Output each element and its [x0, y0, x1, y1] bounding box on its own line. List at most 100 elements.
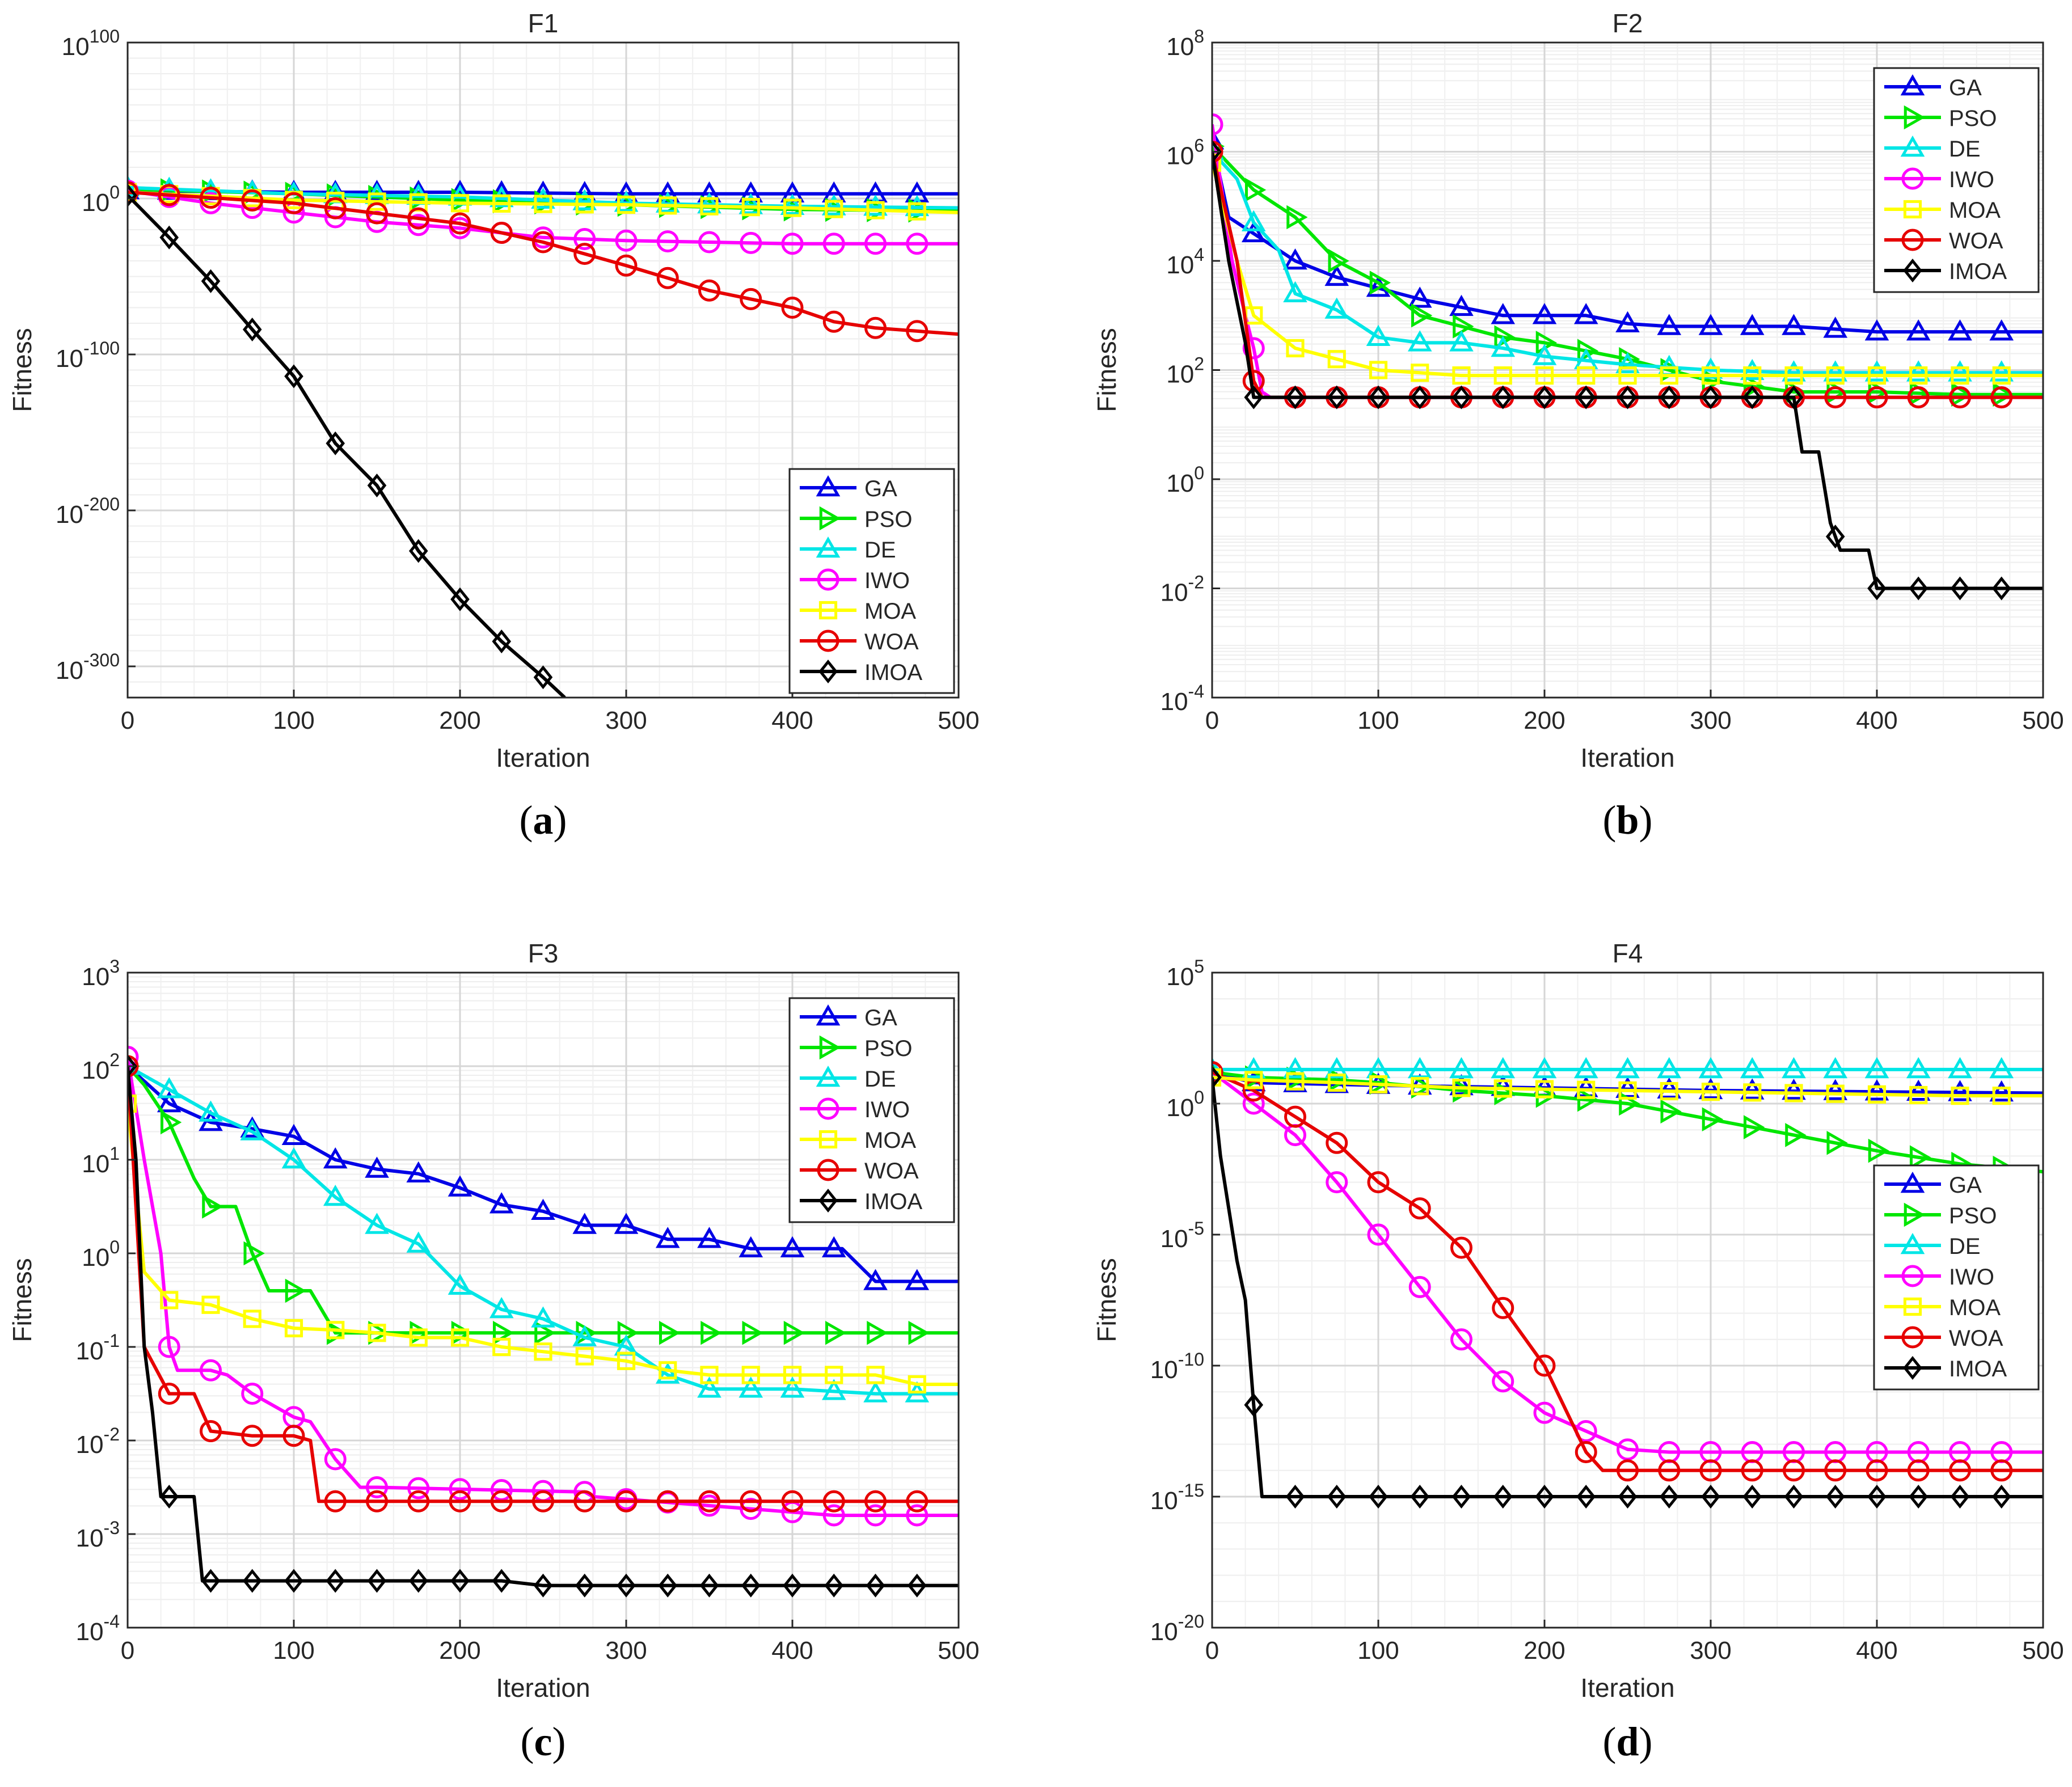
data-point-marker [1701, 1083, 1720, 1101]
data-point-marker [1324, 1057, 1349, 1079]
y-axis-label: Fitness [1092, 1258, 1121, 1342]
data-point-marker [1451, 1484, 1471, 1509]
series-line-moa [128, 191, 959, 214]
data-point-marker [1411, 1077, 1429, 1096]
series-line-woa [1212, 1070, 2043, 1472]
data-point-marker [617, 1573, 636, 1598]
data-point-marker [821, 1236, 846, 1257]
data-point-marker [533, 1573, 553, 1598]
data-point-marker [1864, 1057, 1889, 1079]
data-point-marker [575, 195, 594, 214]
panel-caption: (d) [1602, 1719, 1652, 1764]
series-imoa [1212, 140, 2043, 601]
x-tick-label: 200 [1524, 707, 1565, 734]
legend-item-ga: GA [800, 1004, 897, 1030]
x-tick-label: 500 [938, 707, 979, 734]
y-tick-label: 10-3 [76, 1518, 120, 1552]
data-point-marker [822, 233, 845, 255]
data-point-marker [821, 194, 846, 216]
data-point-marker [822, 1504, 845, 1527]
legend-swatch-marker [1904, 1202, 1926, 1227]
x-tick-label: 300 [605, 1637, 647, 1665]
data-point-marker [1825, 525, 1845, 549]
data-point-marker [200, 192, 222, 214]
legend-item-imoa: IMOA [1884, 1355, 2007, 1382]
y-tick-label: 100 [1166, 463, 1204, 497]
data-point-marker [863, 1381, 888, 1402]
data-point-marker [324, 1490, 347, 1513]
data-point-marker [201, 1569, 221, 1593]
data-point-marker [1533, 1354, 1556, 1377]
data-point-marker [1367, 1223, 1390, 1246]
legend-label: GA [864, 476, 897, 501]
legend-label: PSO [1949, 1203, 1997, 1228]
data-point-marker [866, 201, 885, 219]
series-line-imoa [1212, 1077, 2043, 1498]
data-point-marker [739, 181, 763, 202]
y-tick-label: 10-4 [76, 1611, 120, 1646]
data-point-marker [534, 1342, 552, 1361]
data-point-marker [575, 1573, 594, 1598]
data-point-marker [739, 1236, 763, 1257]
data-point-marker [1369, 361, 1388, 379]
data-point-marker [907, 1573, 927, 1598]
data-point-marker [781, 233, 804, 255]
y-tick-label: 100 [82, 1237, 120, 1271]
data-point-marker [365, 1213, 389, 1234]
legend-swatch-marker [816, 475, 841, 497]
legend-label: IWO [864, 1097, 910, 1122]
y-tick-label: 100 [82, 182, 120, 217]
legend-swatch-marker [1903, 200, 1922, 219]
data-point-marker [201, 269, 221, 293]
legend: GA PSO DE IWO MOA WOA IMOA [788, 997, 955, 1223]
panel-caption: (b) [1602, 797, 1652, 843]
y-tick-label: 10-200 [56, 494, 120, 529]
data-point-marker [1823, 360, 1848, 382]
series-de [1212, 139, 2043, 382]
chart-panel-f2: 0 100 200 300 400 500 10-4 10-2 100 102 104 106 108 F… [1092, 9, 2064, 843]
data-point-marker [573, 243, 596, 265]
y-tick-label: 10100 [62, 26, 120, 61]
data-point-marker [783, 1366, 802, 1384]
data-point-marker [1576, 1484, 1596, 1509]
legend-item-woa: WOA [1884, 1326, 2003, 1351]
data-point-marker [656, 230, 679, 253]
data-point-marker [1823, 1079, 1848, 1100]
data-point-marker [450, 1569, 470, 1593]
data-point-marker [1452, 366, 1471, 385]
data-point-marker [1740, 1057, 1765, 1079]
data-point-marker [1615, 1076, 1640, 1098]
legend-swatch-marker [1903, 1355, 1922, 1380]
data-point-marker [284, 1319, 303, 1338]
y-tick-label: 10-1 [76, 1330, 120, 1365]
legend-item-imoa: IMOA [1884, 258, 2007, 284]
legend-swatch-marker [1901, 1326, 1924, 1349]
data-point-marker [1411, 303, 1433, 328]
data-point-marker [534, 195, 552, 213]
data-point-marker [242, 1569, 262, 1593]
data-point-marker [1744, 1115, 1765, 1139]
data-point-marker [241, 189, 264, 212]
data-point-marker [1909, 1085, 1928, 1105]
data-point-marker [617, 195, 636, 214]
data-point-marker [1907, 386, 1930, 409]
x-tick-label: 400 [1856, 707, 1897, 734]
x-tick-label: 200 [439, 707, 480, 734]
data-point-marker [1244, 385, 1264, 409]
data-point-marker [908, 1375, 926, 1394]
data-point-marker [243, 1309, 261, 1328]
data-point-marker [1950, 1484, 1970, 1509]
chart-title: F2 [1613, 9, 1643, 38]
data-point-marker [1784, 385, 1804, 409]
legend-item-iwo: IWO [800, 1097, 910, 1122]
chart-panel-f3: 0 100 200 300 400 500 10-4 10-3 10-2 10-1 100 101 10… [7, 939, 980, 1764]
legend-item-iwo: IWO [1884, 167, 1994, 192]
axes-frame [1211, 971, 2044, 1629]
y-tick-label: 10-20 [1150, 1611, 1204, 1646]
data-point-marker [1701, 385, 1720, 409]
data-point-marker [1909, 576, 1928, 601]
data-point-marker [740, 288, 762, 310]
data-point-marker [1453, 314, 1474, 339]
data-point-marker [160, 1291, 179, 1309]
data-point-marker [906, 320, 929, 343]
